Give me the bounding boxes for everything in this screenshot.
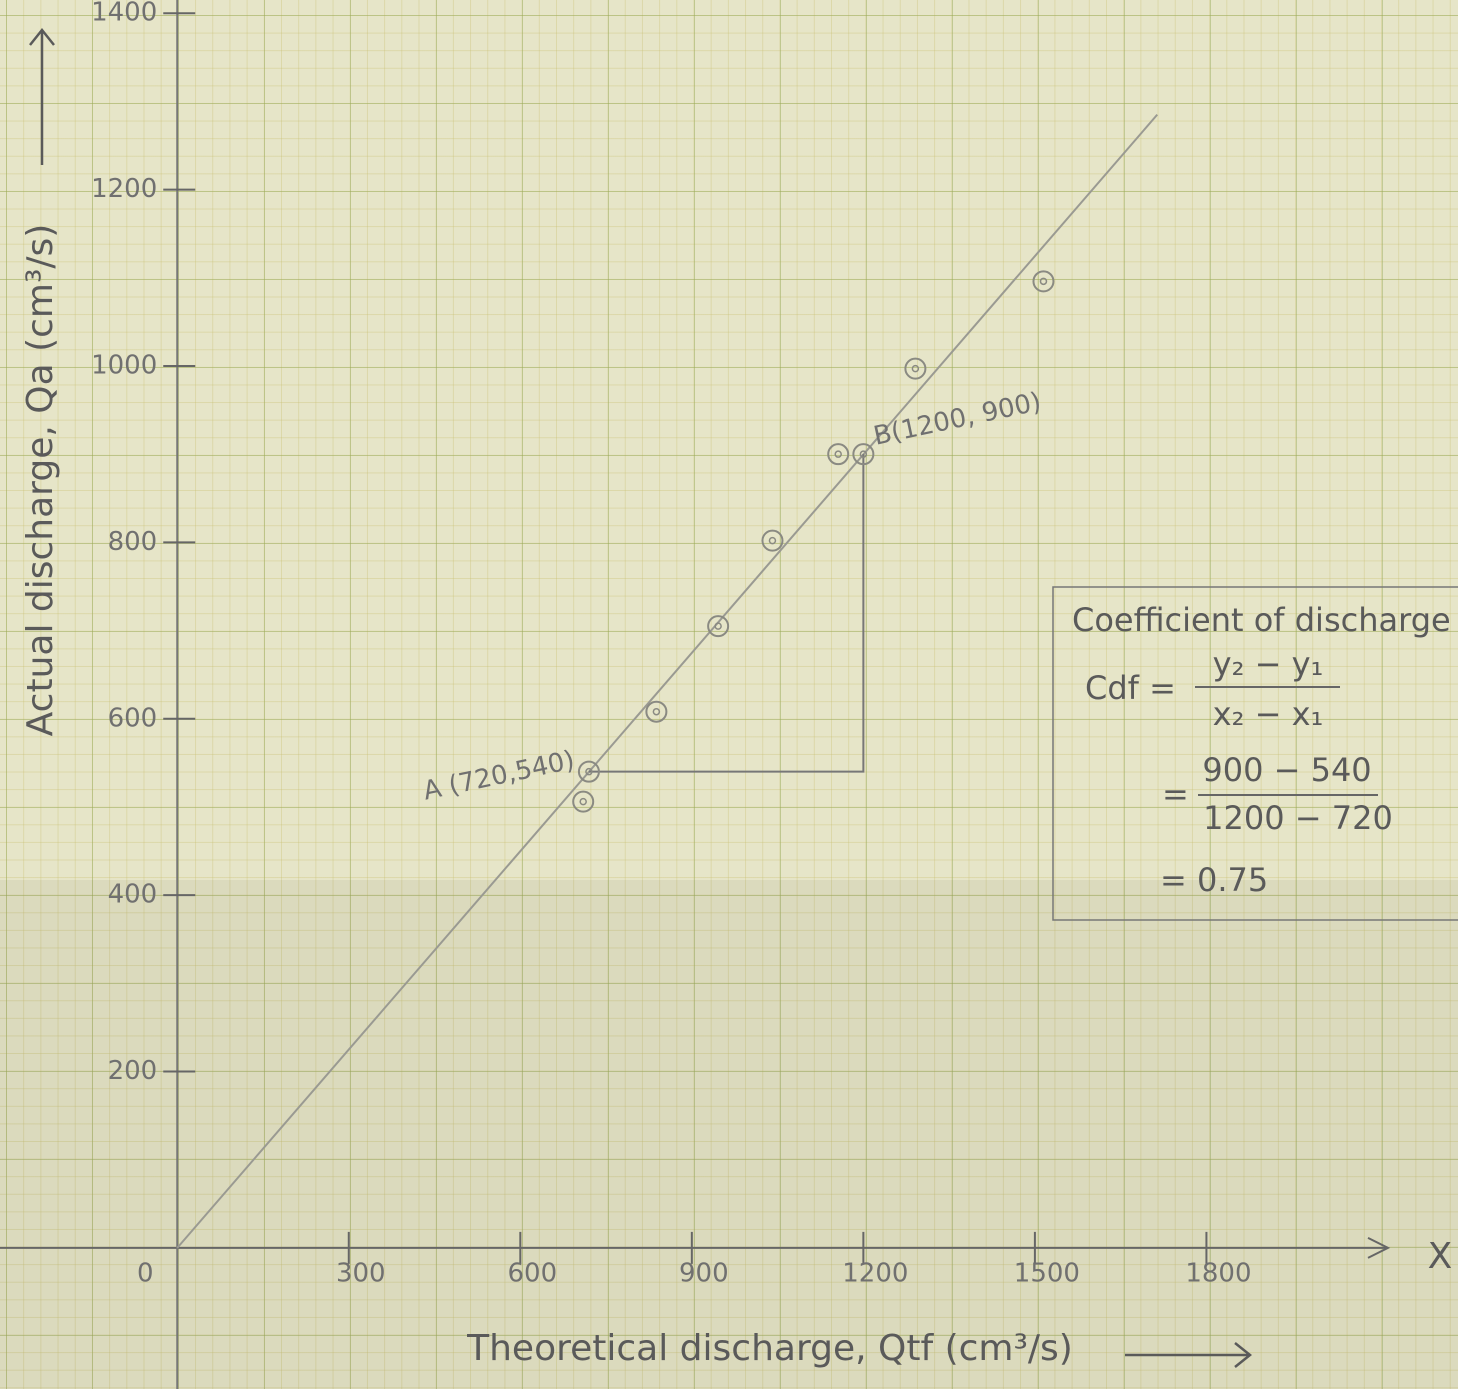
annotation: B(1200, 900): [871, 387, 1044, 452]
y-tick-label: 600: [108, 703, 158, 733]
data-point: [828, 444, 848, 464]
y-title-arrow: [30, 30, 54, 165]
formula-numerator: y₂ − y₁: [1213, 645, 1324, 683]
result-value: = 0.75: [1160, 861, 1268, 899]
x-tick-label: 1200: [842, 1258, 908, 1288]
y-tick-label: 1200: [91, 174, 157, 204]
point-center: [653, 709, 659, 715]
point-center: [912, 366, 918, 372]
data-point: [1033, 271, 1053, 291]
x-tick-label: 1800: [1185, 1258, 1251, 1288]
x-axis-title: Theoretical discharge, Qtf (cm³/s): [466, 1328, 1073, 1369]
y-tick-label: 1000: [91, 350, 157, 380]
y-tick-label: 200: [108, 1056, 158, 1086]
equals-sign: =: [1162, 775, 1189, 813]
y-tick-label: 800: [108, 527, 158, 557]
point-center: [835, 451, 841, 457]
y-tick-label: 400: [108, 880, 158, 910]
data-point: [646, 702, 666, 722]
x-axis-end-label: X: [1428, 1236, 1453, 1277]
x-tick-label: 1500: [1014, 1258, 1080, 1288]
data-point: [708, 616, 728, 636]
data-point: [573, 792, 593, 812]
page: X Theoretical discharge, Qtf (cm³/s) Act…: [0, 0, 1458, 1389]
result-heading: Coefficient of discharge: [1072, 601, 1451, 639]
data-point: [905, 359, 925, 379]
y-axis-title: Actual discharge, Qa (cm³/s): [20, 224, 61, 737]
result-symbol: Cdf =: [1085, 669, 1176, 707]
formula-denominator: x₂ − x₁: [1213, 695, 1324, 733]
x-tick-label: 900: [679, 1258, 729, 1288]
point-center: [1040, 278, 1046, 284]
y-tick-label: 1400: [91, 0, 157, 28]
origin-label: 0: [137, 1258, 154, 1288]
x-tick-label: 300: [336, 1258, 386, 1288]
chart: X Theoretical discharge, Qtf (cm³/s) Act…: [0, 0, 1458, 1389]
annotation: A (720,540): [421, 745, 578, 806]
shadow: [0, 880, 1458, 1389]
x-tick-label: 600: [507, 1258, 557, 1288]
numerator: 900 − 540: [1202, 751, 1371, 789]
point-center: [769, 538, 775, 544]
point-center: [580, 799, 586, 805]
data-point: [762, 531, 782, 551]
denominator: 1200 − 720: [1203, 799, 1393, 837]
